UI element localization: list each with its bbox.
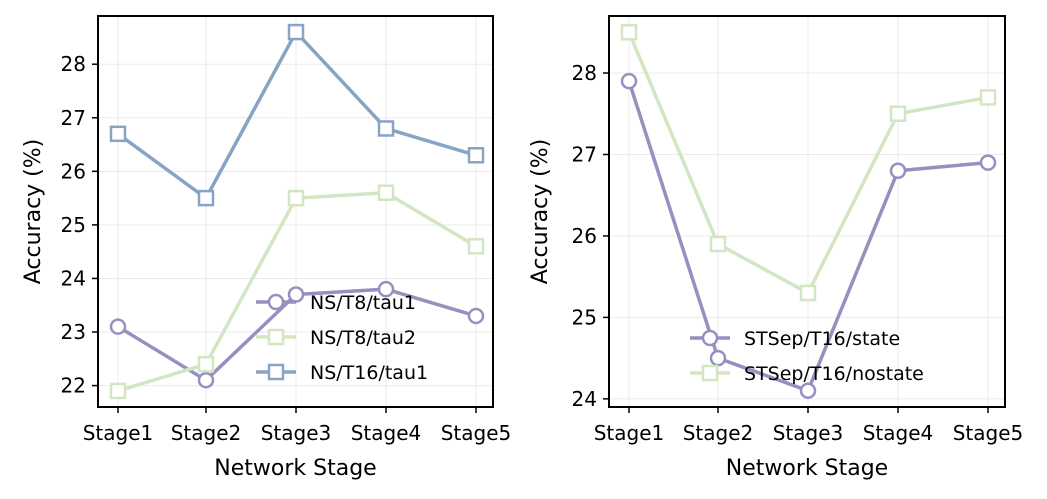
legend-item: NS/T16/tau1 — [256, 362, 428, 384]
right-chart-panel: Stage1 Stage2 Stage3 Stage4 Stage5 24 25 26 27 28… — [528, 15, 1024, 481]
legend-item: STSep/T16/nostate — [690, 363, 924, 385]
data-point — [377, 184, 395, 202]
legend: STSep/T16/state STSep/T16/nostate — [690, 328, 924, 385]
y-tick-label: 23 — [61, 320, 86, 344]
y-axis-title: Accuracy (%) — [21, 139, 46, 285]
data-point — [889, 162, 907, 180]
legend-label: NS/T8/tau2 — [310, 327, 416, 349]
data-point — [467, 147, 485, 164]
series-stsep-t16-state — [620, 72, 997, 399]
data-point — [287, 23, 305, 41]
x-tick-label: Stage2 — [683, 421, 754, 445]
y-tick-label: 26 — [61, 159, 86, 183]
legend-label: NS/T8/tau1 — [310, 292, 416, 314]
data-point — [620, 24, 638, 41]
data-point — [467, 238, 485, 255]
legend: NS/T8/tau1 NS/T8/tau2 NS/T16/tau1 — [256, 292, 428, 384]
legend-item: NS/T8/tau1 — [256, 292, 416, 314]
x-tick-label: Stage1 — [594, 421, 665, 445]
y-tick-label: 22 — [61, 374, 86, 398]
left-chart-panel: Stage1 Stage2 Stage3 Stage4 Stage5 22 23 24 25 26… — [21, 15, 512, 481]
data-point — [377, 120, 395, 137]
series-ns-t8-tau1 — [109, 280, 485, 389]
data-point — [979, 154, 997, 171]
legend-marker — [701, 329, 719, 347]
legend-marker — [267, 363, 285, 381]
data-point — [889, 105, 907, 122]
data-point — [620, 72, 638, 90]
y-tick-label: 28 — [572, 61, 597, 85]
data-point — [287, 189, 305, 207]
data-point — [109, 382, 127, 400]
data-point — [799, 284, 817, 302]
y-tick-label: 27 — [572, 142, 597, 166]
data-point — [377, 280, 395, 298]
data-point — [197, 355, 215, 373]
data-point — [467, 307, 485, 325]
data-point — [197, 371, 215, 389]
x-tick-label: Stage3 — [773, 421, 844, 445]
y-tick-label: 24 — [572, 387, 597, 411]
data-point — [709, 235, 727, 253]
y-tick-label: 24 — [61, 266, 86, 290]
x-tick-label: Stage5 — [441, 421, 512, 445]
data-point — [287, 286, 305, 303]
x-tick-label: Stage4 — [351, 421, 422, 445]
x-tick-label: Stage3 — [261, 421, 332, 445]
x-axis-title: Network Stage — [214, 456, 376, 481]
y-tick-label: 25 — [572, 305, 597, 329]
legend-item: STSep/T16/state — [690, 328, 900, 350]
legend-marker — [267, 293, 285, 311]
legend-label: NS/T16/tau1 — [310, 362, 428, 384]
y-tick-label: 27 — [61, 106, 86, 130]
series-stsep-t16-nostate — [620, 24, 997, 302]
series-ns-t16-tau1 — [109, 23, 485, 207]
data-point — [709, 349, 727, 367]
y-axis-title: Accuracy (%) — [528, 139, 553, 285]
y-tick-label: 26 — [572, 224, 597, 248]
x-tick-label: Stage4 — [863, 421, 934, 445]
series-ns-t8-tau2 — [109, 184, 485, 400]
series-line — [116, 30, 477, 200]
y-tick-label: 25 — [61, 213, 86, 237]
data-point — [197, 189, 215, 207]
x-axis-title: Network Stage — [726, 456, 888, 481]
x-tick-label: Stage2 — [171, 421, 242, 445]
legend-marker — [267, 328, 285, 346]
x-tick-label: Stage1 — [83, 421, 154, 445]
data-point — [109, 125, 127, 143]
y-tick-label: 28 — [61, 52, 86, 76]
legend-marker — [701, 364, 719, 382]
legend-label: STSep/T16/nostate — [744, 363, 924, 385]
x-tick-label: Stage5 — [953, 421, 1024, 445]
data-point — [979, 89, 997, 106]
plot-frame — [608, 15, 1006, 408]
legend-label: STSep/T16/state — [744, 328, 900, 350]
data-point — [799, 382, 817, 399]
data-point — [109, 318, 127, 335]
legend-item: NS/T8/tau2 — [256, 327, 416, 349]
